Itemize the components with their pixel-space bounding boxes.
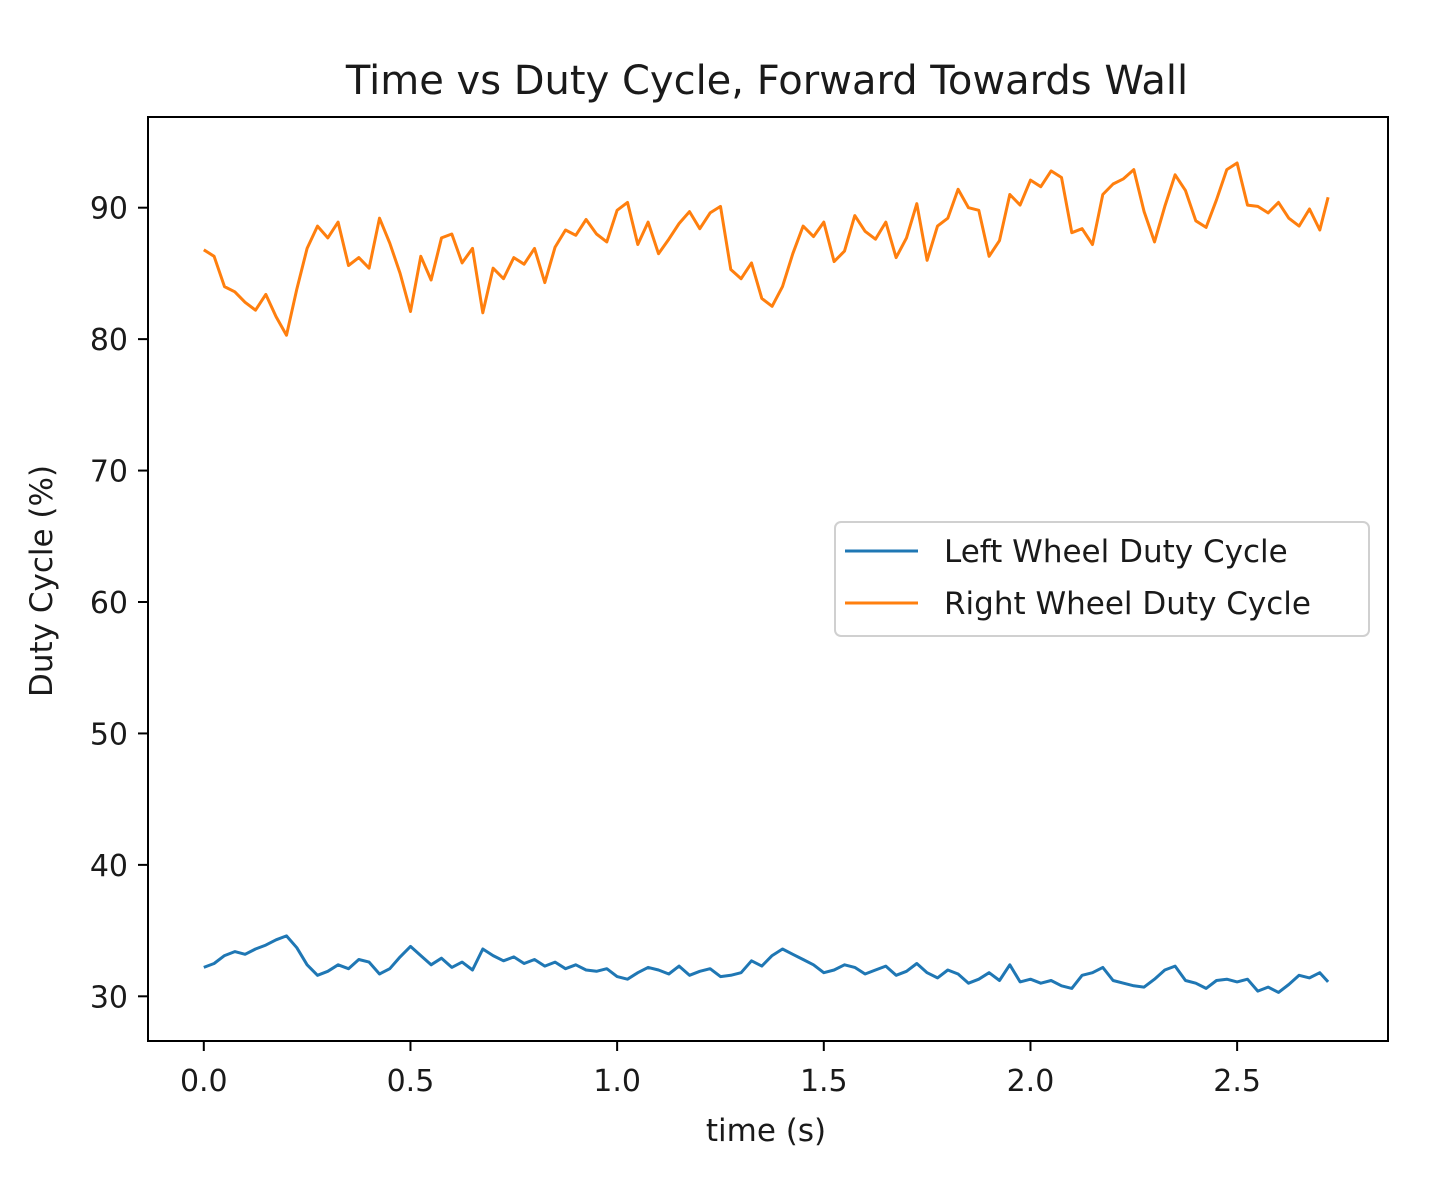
x-tick-label: 1.5 [800, 1064, 848, 1099]
y-tick-label: 40 [90, 849, 128, 884]
y-tick-label: 70 [90, 455, 128, 490]
x-tick-label: 0.5 [387, 1064, 435, 1099]
legend: Left Wheel Duty Cycle Right Wheel Duty C… [834, 521, 1370, 637]
x-tick-label: 1.0 [593, 1064, 641, 1099]
y-tick-label: 80 [90, 323, 128, 358]
series-line-left-wheel [203, 934, 1330, 994]
x-tick-label: 0.0 [180, 1064, 228, 1099]
legend-label-left-wheel: Left Wheel Duty Cycle [944, 534, 1288, 570]
y-axis-label: Duty Cycle (%) [24, 465, 60, 697]
legend-label-right-wheel: Right Wheel Duty Cycle [944, 586, 1311, 622]
legend-box [834, 521, 1370, 637]
y-tick-label: 50 [90, 717, 128, 752]
plot-frame [147, 116, 1389, 1042]
y-axis: 30 40 50 60 70 80 90 [90, 192, 148, 1015]
y-tick-label: 30 [90, 980, 128, 1015]
chart-title: Time vs Duty Cycle, Forward Towards Wall [345, 58, 1188, 104]
series-layer [202, 161, 1330, 994]
series-line-right-wheel [202, 161, 1330, 337]
y-tick-label: 90 [90, 192, 128, 227]
x-axis-label: time (s) [706, 1113, 826, 1149]
x-tick-label: 2.0 [1007, 1064, 1055, 1099]
y-tick-label: 60 [90, 586, 128, 621]
x-axis: 0.0 0.5 1.0 1.5 2.0 2.5 [180, 1041, 1261, 1099]
x-tick-label: 2.5 [1213, 1064, 1261, 1099]
